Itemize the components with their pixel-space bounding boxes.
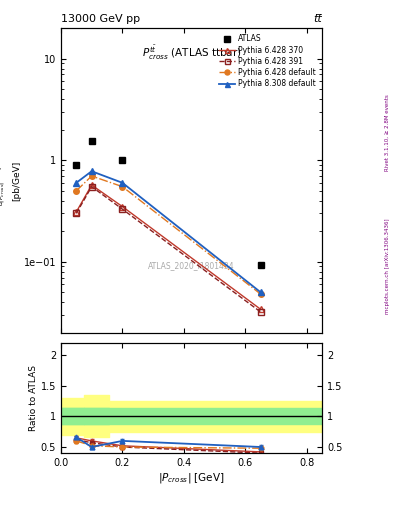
Pythia 8.308 default: [74, 180, 79, 186]
Pythia 6.428 391: [89, 184, 94, 190]
Pythia 6.428 default: [120, 184, 125, 190]
Text: tt̅: tt̅: [314, 14, 322, 25]
Pythia 6.428 391: [120, 206, 125, 212]
Pythia 8.308 default: [120, 180, 125, 186]
Pythia 8.308 default: [259, 289, 263, 295]
ATLAS: [89, 138, 94, 144]
ATLAS: [259, 263, 263, 269]
Line: Pythia 8.308 default: Pythia 8.308 default: [73, 168, 264, 295]
Line: Pythia 6.428 391: Pythia 6.428 391: [73, 184, 264, 315]
Legend: ATLAS, Pythia 6.428 370, Pythia 6.428 391, Pythia 6.428 default, Pythia 8.308 de: ATLAS, Pythia 6.428 370, Pythia 6.428 39…: [217, 32, 318, 91]
Pythia 6.428 default: [259, 291, 263, 297]
Y-axis label: $\frac{d^2\sigma^u}{d|P_{cross}|}\cdot N_{jets}$
[pb/GeV]: $\frac{d^2\sigma^u}{d|P_{cross}|}\cdot N…: [0, 155, 21, 206]
Bar: [61, 401, 322, 432]
Pythia 6.428 370: [120, 203, 125, 209]
ATLAS: [74, 162, 79, 168]
Pythia 6.428 370: [74, 209, 79, 215]
Pythia 6.428 default: [74, 188, 79, 194]
Text: mcplots.cern.ch [arXiv:1306.3436]: mcplots.cern.ch [arXiv:1306.3436]: [385, 219, 389, 314]
X-axis label: $|P_{cross}|$ [GeV]: $|P_{cross}|$ [GeV]: [158, 471, 225, 485]
ATLAS: [120, 157, 125, 163]
Bar: [61, 409, 322, 424]
Text: $P^{t\bar{t}}_{cross}$ (ATLAS ttbar): $P^{t\bar{t}}_{cross}$ (ATLAS ttbar): [142, 44, 241, 61]
Pythia 6.428 370: [259, 306, 263, 312]
Text: ATLAS_2020_I1801434: ATLAS_2020_I1801434: [148, 261, 235, 270]
Pythia 6.428 370: [89, 182, 94, 188]
Pythia 6.428 391: [259, 309, 263, 315]
Line: Pythia 6.428 370: Pythia 6.428 370: [73, 182, 264, 312]
Pythia 6.428 default: [89, 173, 94, 179]
Text: Rivet 3.1.10, ≥ 2.8M events: Rivet 3.1.10, ≥ 2.8M events: [385, 95, 389, 172]
Y-axis label: Ratio to ATLAS: Ratio to ATLAS: [29, 365, 38, 431]
Line: ATLAS: ATLAS: [73, 138, 264, 269]
Text: 13000 GeV pp: 13000 GeV pp: [61, 14, 140, 25]
Pythia 8.308 default: [89, 168, 94, 174]
Line: Pythia 6.428 default: Pythia 6.428 default: [73, 173, 264, 297]
Pythia 6.428 391: [74, 210, 79, 217]
